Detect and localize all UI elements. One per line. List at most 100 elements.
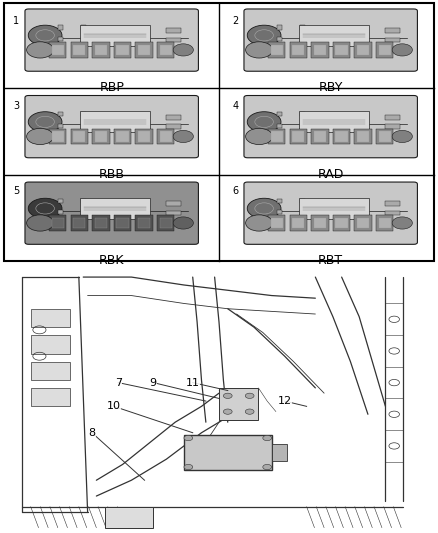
Bar	[354, 42, 372, 58]
Bar	[271, 131, 283, 142]
Bar	[268, 129, 285, 144]
Circle shape	[184, 464, 193, 470]
Circle shape	[392, 131, 413, 142]
Bar	[157, 42, 174, 58]
Circle shape	[246, 42, 272, 58]
Bar	[277, 199, 283, 203]
Bar	[138, 131, 150, 142]
Bar	[160, 217, 172, 229]
Bar	[81, 37, 85, 41]
Bar	[31, 335, 70, 353]
Circle shape	[28, 198, 62, 219]
Bar	[105, 506, 153, 528]
Bar	[357, 217, 369, 229]
Bar	[333, 129, 350, 144]
Bar	[80, 25, 150, 46]
Bar	[333, 215, 350, 231]
Text: RBY: RBY	[318, 81, 343, 94]
Bar	[117, 45, 129, 55]
Bar	[385, 28, 400, 33]
Bar	[73, 45, 85, 55]
Bar	[71, 42, 88, 58]
Bar	[58, 124, 64, 128]
Bar	[58, 210, 64, 214]
Bar	[292, 131, 304, 142]
Bar	[376, 215, 393, 231]
Circle shape	[28, 25, 62, 45]
Circle shape	[223, 409, 232, 414]
Bar	[336, 45, 348, 55]
Circle shape	[184, 435, 193, 441]
Bar	[300, 199, 304, 203]
Bar	[385, 124, 400, 129]
Bar	[73, 217, 85, 229]
Bar	[277, 112, 283, 116]
Bar	[138, 217, 150, 229]
Text: RBK: RBK	[99, 254, 124, 267]
Bar	[354, 215, 372, 231]
Bar	[49, 215, 66, 231]
Bar	[52, 131, 64, 142]
FancyBboxPatch shape	[244, 182, 417, 244]
Bar	[52, 45, 64, 55]
Bar	[300, 112, 304, 116]
Bar	[290, 215, 307, 231]
Bar	[49, 42, 66, 58]
Circle shape	[173, 44, 193, 56]
Bar	[300, 26, 304, 29]
Text: 7: 7	[115, 377, 122, 387]
Bar	[81, 26, 85, 29]
Circle shape	[28, 112, 62, 132]
Text: RBP: RBP	[99, 81, 124, 94]
Circle shape	[173, 131, 193, 142]
Bar	[71, 215, 88, 231]
Circle shape	[247, 198, 281, 219]
Bar	[73, 131, 85, 142]
Bar	[157, 129, 174, 144]
Bar	[299, 25, 369, 46]
Bar	[299, 198, 369, 219]
Circle shape	[247, 25, 281, 45]
Bar	[311, 42, 328, 58]
Bar	[117, 131, 129, 142]
Bar	[117, 217, 129, 229]
Bar	[166, 211, 181, 215]
Bar	[81, 210, 85, 214]
Bar	[311, 215, 328, 231]
Circle shape	[223, 393, 232, 399]
Bar	[166, 201, 181, 206]
FancyBboxPatch shape	[25, 95, 198, 158]
Bar	[277, 124, 283, 128]
Bar	[31, 309, 70, 327]
Circle shape	[245, 409, 254, 414]
Text: 9: 9	[150, 377, 157, 387]
Bar	[292, 45, 304, 55]
Bar	[58, 37, 64, 41]
Bar	[80, 198, 150, 219]
Bar	[385, 211, 400, 215]
Bar	[160, 131, 172, 142]
FancyBboxPatch shape	[25, 182, 198, 244]
Bar	[135, 215, 153, 231]
Bar	[300, 210, 304, 214]
Circle shape	[263, 464, 272, 470]
Bar	[290, 129, 307, 144]
FancyBboxPatch shape	[244, 9, 417, 71]
Text: 1: 1	[13, 16, 19, 26]
Bar	[277, 210, 283, 214]
Bar	[336, 131, 348, 142]
Bar	[166, 28, 181, 33]
Text: 10: 10	[107, 401, 121, 411]
Bar	[379, 45, 391, 55]
Bar	[166, 115, 181, 119]
Bar	[184, 435, 272, 470]
Text: 5: 5	[13, 187, 19, 197]
Circle shape	[245, 393, 254, 399]
Bar	[277, 37, 283, 41]
Bar	[379, 131, 391, 142]
Text: RBB: RBB	[99, 167, 125, 181]
Bar	[271, 217, 283, 229]
Bar	[300, 37, 304, 41]
Bar	[52, 217, 64, 229]
Text: 2: 2	[232, 16, 238, 26]
